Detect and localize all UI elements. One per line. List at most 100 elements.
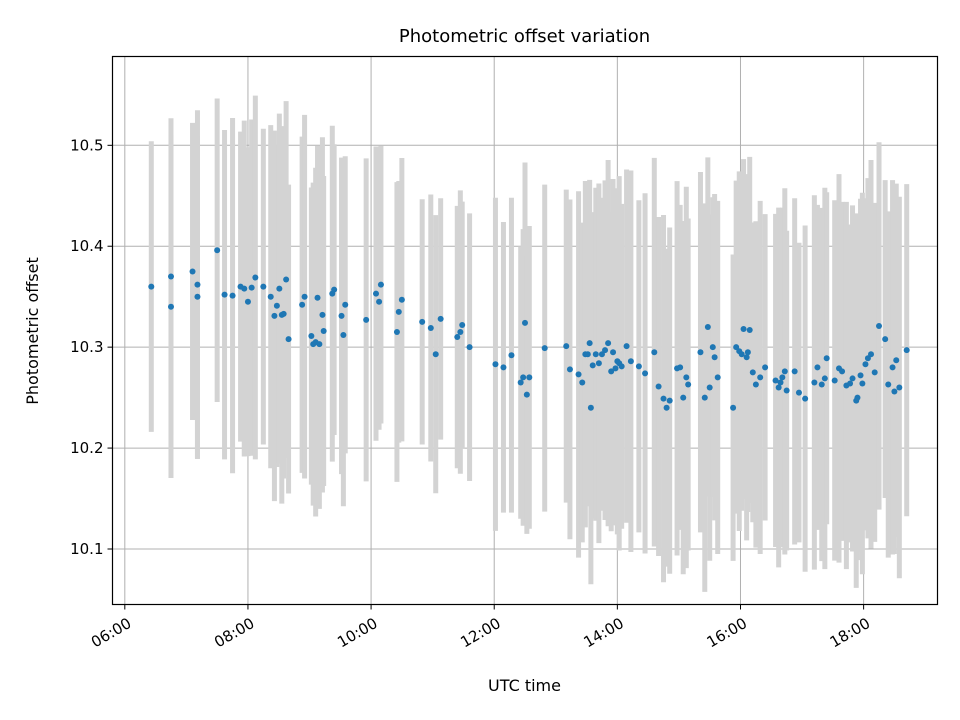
data-point xyxy=(229,292,236,299)
data-point xyxy=(814,364,821,371)
data-point xyxy=(891,388,898,395)
data-point xyxy=(508,352,515,359)
data-point xyxy=(610,349,617,356)
data-point xyxy=(655,383,662,390)
data-point xyxy=(706,384,713,391)
data-point xyxy=(666,397,673,404)
data-point xyxy=(903,347,910,354)
data-point xyxy=(811,379,818,386)
data-point xyxy=(393,329,400,336)
data-point xyxy=(194,293,201,300)
data-point xyxy=(331,286,338,293)
data-point xyxy=(280,310,287,317)
x-tick-label: 12:00 xyxy=(457,614,503,651)
data-point xyxy=(896,384,903,391)
data-point xyxy=(612,365,619,372)
data-point xyxy=(602,347,609,354)
data-point xyxy=(194,281,201,288)
data-point xyxy=(241,285,248,292)
data-point xyxy=(575,371,582,378)
data-point xyxy=(454,334,461,341)
data-point xyxy=(260,283,267,290)
data-point xyxy=(777,379,784,386)
data-point xyxy=(730,404,737,411)
data-point xyxy=(889,364,896,371)
data-point xyxy=(587,404,594,411)
data-point xyxy=(823,355,830,362)
error-bars xyxy=(148,95,910,592)
data-point xyxy=(791,368,798,375)
data-point xyxy=(363,316,370,323)
data-point xyxy=(859,380,866,387)
data-point xyxy=(167,273,174,280)
y-tick-label: 10.4 xyxy=(70,237,103,255)
data-point xyxy=(660,395,667,402)
data-point xyxy=(849,375,856,382)
data-point xyxy=(316,341,323,348)
data-point xyxy=(701,394,708,401)
data-point xyxy=(492,361,499,368)
data-point xyxy=(868,351,875,358)
data-point xyxy=(419,318,426,325)
data-point xyxy=(651,349,658,356)
data-point xyxy=(308,333,315,340)
data-point xyxy=(377,281,384,288)
data-point xyxy=(882,336,889,343)
x-tick-label: 18:00 xyxy=(827,614,873,651)
data-point xyxy=(711,354,718,361)
data-point xyxy=(437,315,444,322)
data-point xyxy=(683,374,690,381)
data-point xyxy=(584,351,591,358)
data-point xyxy=(775,384,782,391)
data-point xyxy=(427,324,434,331)
y-axis-label: Photometric offset xyxy=(23,257,42,405)
x-axis: 06:00 08:00 10:00 12:00 14:00 16:00 18:00 xyxy=(88,604,873,651)
data-point xyxy=(285,336,292,343)
y-axis: 10.1 10.2 10.3 10.4 10.5 xyxy=(70,136,113,558)
data-point xyxy=(779,374,786,381)
data-point xyxy=(267,293,274,300)
data-point xyxy=(744,349,751,356)
data-point xyxy=(248,284,255,291)
x-tick-label: 08:00 xyxy=(211,614,257,651)
data-point xyxy=(373,290,380,297)
data-point xyxy=(522,319,528,326)
data-point xyxy=(685,381,692,388)
data-point xyxy=(623,343,630,350)
data-point xyxy=(276,285,283,292)
data-point xyxy=(714,374,721,381)
data-point xyxy=(432,351,439,358)
data-point xyxy=(189,268,196,275)
data-point xyxy=(299,301,306,308)
data-point xyxy=(697,349,704,356)
data-point xyxy=(566,366,573,373)
data-point xyxy=(757,374,764,381)
data-point xyxy=(340,332,347,339)
data-points xyxy=(148,247,910,411)
data-point xyxy=(862,361,869,368)
data-point xyxy=(523,391,530,398)
data-point xyxy=(301,293,308,300)
data-point xyxy=(273,302,280,309)
data-point xyxy=(752,381,759,388)
y-tick-label: 10.3 xyxy=(70,338,103,356)
data-point xyxy=(319,311,326,318)
data-point xyxy=(589,362,596,369)
data-point xyxy=(579,379,586,386)
data-point xyxy=(762,364,769,371)
data-point xyxy=(457,329,464,336)
data-point xyxy=(839,368,846,375)
data-point xyxy=(320,328,327,335)
data-point xyxy=(821,375,828,382)
data-point xyxy=(586,340,593,347)
data-point xyxy=(338,312,345,319)
data-point xyxy=(854,394,861,401)
data-point xyxy=(314,294,321,301)
data-point xyxy=(563,343,570,350)
data-point xyxy=(627,358,634,365)
data-point xyxy=(283,276,290,283)
data-point xyxy=(466,344,473,351)
y-tick-label: 10.5 xyxy=(70,136,103,154)
data-point xyxy=(541,345,548,352)
data-point xyxy=(398,296,405,303)
